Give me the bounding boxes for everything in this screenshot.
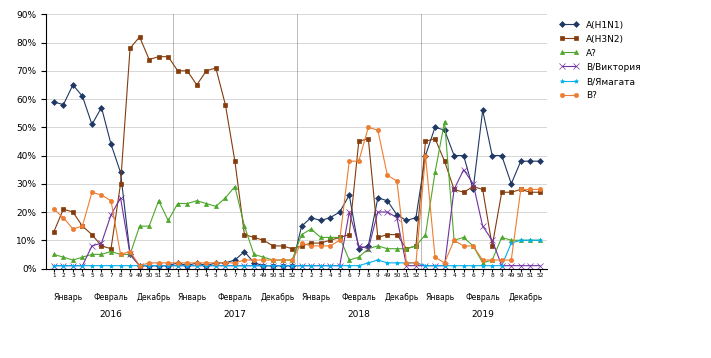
Text: Январь: Январь	[425, 294, 454, 303]
Text: Февраль: Февраль	[341, 294, 376, 303]
Text: Январь: Январь	[53, 294, 82, 303]
Text: Декабрь: Декабрь	[508, 294, 542, 303]
Legend: А(H1N1), А(H3N2), А?, В/Виктория, В/Ямагата, В?: А(H1N1), А(H3N2), А?, В/Виктория, В/Ямаг…	[557, 19, 642, 102]
Text: Декабрь: Декабрь	[261, 294, 295, 303]
Text: 2018: 2018	[348, 310, 370, 319]
Text: Февраль: Февраль	[94, 294, 129, 303]
Text: Февраль: Февраль	[218, 294, 252, 303]
Text: 2016: 2016	[100, 310, 122, 319]
Text: Февраль: Февраль	[465, 294, 500, 303]
Text: Декабрь: Декабрь	[385, 294, 419, 303]
Text: Январь: Январь	[178, 294, 207, 303]
Text: Декабрь: Декабрь	[137, 294, 171, 303]
Text: Январь: Январь	[301, 294, 331, 303]
Text: 2019: 2019	[471, 310, 494, 319]
Text: 2017: 2017	[223, 310, 246, 319]
